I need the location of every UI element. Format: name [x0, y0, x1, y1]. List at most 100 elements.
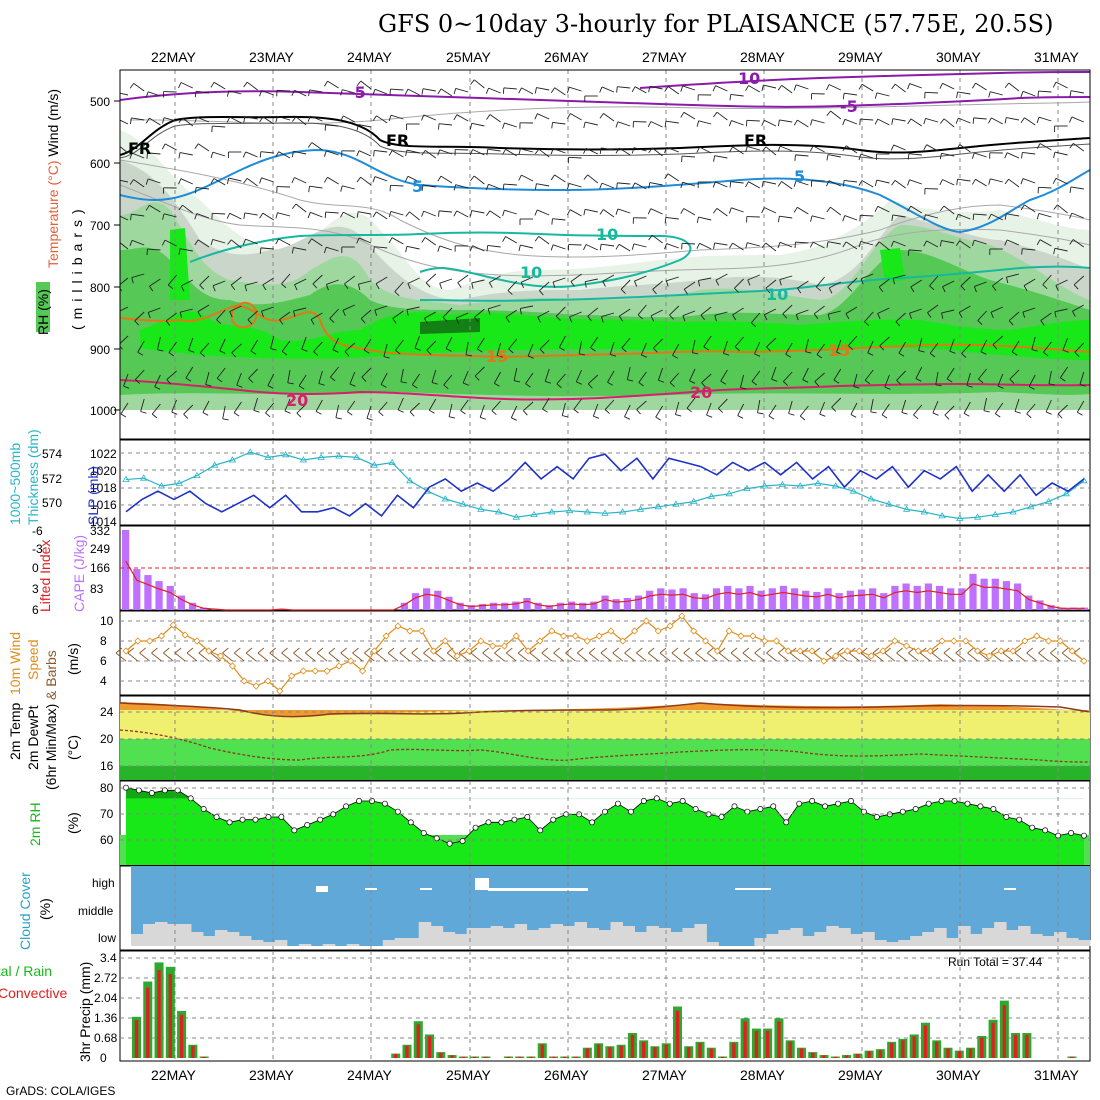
wind-barb [558, 335, 566, 348]
wind-barb [131, 213, 145, 217]
wind-barb-10m [541, 652, 553, 662]
wind-barb [120, 277, 129, 286]
thickness-point [938, 512, 946, 519]
wind-barb-flag [615, 208, 619, 215]
wind-barb [683, 208, 696, 216]
wind-barb [233, 401, 242, 414]
rh-point [407, 819, 414, 826]
wind-barb-flag [696, 120, 700, 127]
cape-bar [122, 530, 130, 610]
wind-barb-flag [378, 411, 384, 417]
thickness-point [317, 453, 325, 460]
wind-barb [400, 368, 404, 382]
wind-barb-flag [455, 317, 459, 324]
cape-bar [567, 601, 576, 610]
wind-barb [277, 212, 291, 217]
wind-barb-flag [242, 151, 247, 158]
low-cloud-bar [766, 934, 779, 946]
wind-point [453, 652, 461, 660]
wind-barb [624, 404, 631, 417]
cape-bar [478, 603, 487, 610]
wind-barb-flag [508, 348, 514, 354]
wind-barb-flag [747, 279, 751, 286]
wind-point [335, 662, 343, 670]
low-cloud-bar [634, 932, 647, 946]
wind-point [690, 627, 698, 635]
wind-barb [913, 404, 923, 416]
wind-barb [342, 89, 355, 94]
low-cloud-bar [1054, 932, 1067, 946]
wind-barb [293, 247, 307, 251]
isotherm-15 [120, 304, 1090, 359]
date-label-bottom: 28MAY [740, 1067, 786, 1083]
wind-barb-flag [1062, 349, 1069, 353]
rh-point [265, 814, 272, 820]
rh-point [757, 806, 764, 812]
precip-convective-bar [889, 1043, 894, 1058]
wind-barb [278, 238, 291, 246]
slp-line [125, 453, 1085, 518]
cape-bar [802, 590, 810, 610]
wind-barb [932, 400, 939, 414]
wind-barb-flag [469, 123, 473, 130]
wind-barb-flag [194, 143, 199, 149]
wind-barb [961, 343, 971, 354]
wind-barb-flag [457, 282, 462, 288]
wind-barb [440, 88, 453, 97]
wind-barb [465, 341, 469, 355]
wind-barb [844, 215, 858, 221]
low-cloud-bar [922, 932, 935, 946]
wind-barb [975, 178, 987, 187]
wind-barb [977, 310, 987, 321]
wind-barb [785, 342, 793, 355]
wind-barb [244, 281, 258, 286]
wind-barb-flag [720, 380, 727, 385]
wind-barb [935, 371, 939, 385]
wind-barb [525, 372, 534, 384]
wind-point [276, 687, 284, 695]
cape-bar [144, 575, 152, 610]
precip-convective-bar [935, 1041, 939, 1058]
wind-barb [715, 181, 728, 188]
rh-point [369, 798, 375, 804]
wind-barb-flag [404, 88, 409, 95]
wind-speed-line [125, 615, 1085, 692]
wind-barb [1055, 279, 1068, 286]
wind-barb-10m-flag [411, 647, 418, 654]
wind-barb-flag [296, 412, 302, 418]
wind-barb-flag [243, 116, 246, 123]
wind-barb-flag [562, 415, 569, 418]
wind-point [512, 632, 520, 640]
wind-barb [686, 397, 696, 409]
wind-barb-10m [600, 652, 612, 662]
svg-text:RH (%): RH (%) [35, 289, 51, 335]
precip-convective-bar [754, 1030, 759, 1058]
wind-barb-10m-flag [647, 647, 655, 654]
wind-barb-flag [194, 187, 197, 194]
wind-barb [236, 372, 242, 386]
wind-barb [700, 306, 712, 316]
wind-barb-flag [923, 214, 926, 221]
wind-barb-flag [534, 183, 537, 190]
contour-label: 10 [766, 285, 788, 304]
wind-barb-flag [1008, 320, 1014, 326]
wind-barb [360, 309, 372, 319]
wind-barb-flag [802, 379, 809, 383]
thickness-point [867, 495, 875, 502]
thickness-point [1027, 503, 1035, 510]
wind-barb-flag [1004, 239, 1008, 246]
wind-barb [120, 145, 129, 154]
wind-barb-flag [939, 179, 943, 186]
wind-barb-flag [826, 84, 830, 91]
wind-barb-flag [437, 245, 441, 252]
wind-barb-flag [438, 210, 440, 217]
wind-barb [310, 115, 323, 122]
wind-barb-flag [496, 355, 503, 358]
wind-barb [1054, 308, 1068, 313]
wind-barb-10m [647, 652, 659, 662]
cape-bar [690, 593, 698, 610]
rh-point [964, 800, 971, 807]
wind-point [157, 632, 166, 640]
thickness-point [956, 514, 964, 521]
